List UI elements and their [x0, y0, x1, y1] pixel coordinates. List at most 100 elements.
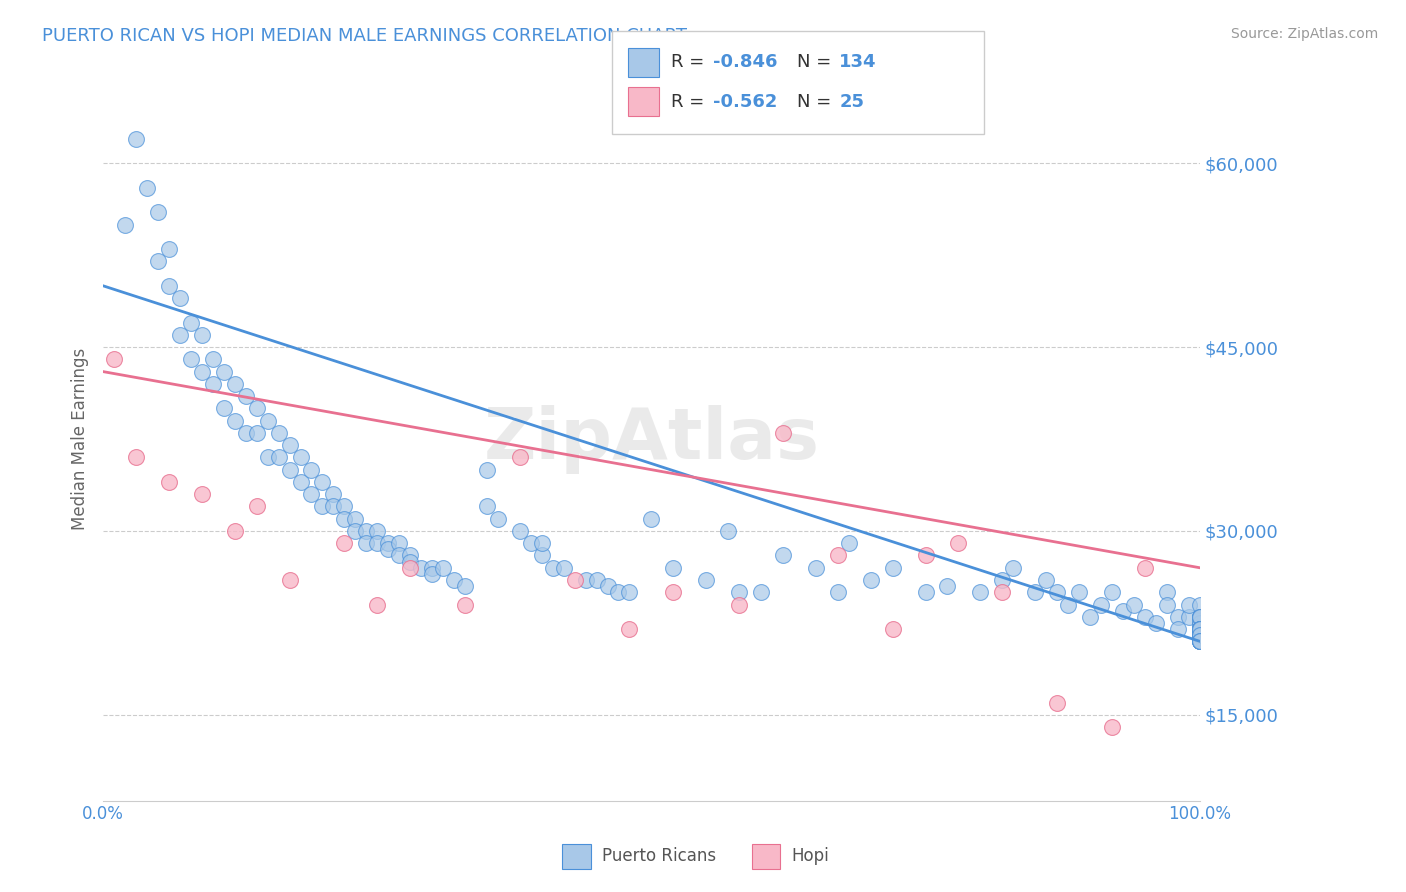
Point [290, 450, 312, 465]
Point [1078, 609, 1101, 624]
Point [1188, 622, 1211, 636]
Point [114, 218, 136, 232]
Point [1188, 609, 1211, 624]
Point [509, 450, 531, 465]
Point [1090, 598, 1112, 612]
Point [520, 536, 543, 550]
Point [411, 560, 433, 574]
Point [290, 475, 312, 489]
Point [1002, 560, 1025, 574]
Point [278, 463, 301, 477]
Point [399, 560, 422, 574]
Point [530, 536, 553, 550]
Point [1024, 585, 1046, 599]
Point [1188, 609, 1211, 624]
Point [377, 542, 399, 557]
Point [344, 524, 367, 538]
Point [607, 585, 630, 599]
Point [212, 365, 235, 379]
Point [1188, 622, 1211, 636]
Point [1133, 609, 1156, 624]
Point [1112, 604, 1135, 618]
Point [1188, 609, 1211, 624]
Point [1156, 598, 1178, 612]
Point [267, 425, 290, 440]
Text: 25: 25 [839, 93, 865, 111]
Point [1188, 634, 1211, 648]
Point [541, 560, 564, 574]
Point [596, 579, 619, 593]
Text: Puerto Ricans: Puerto Ricans [602, 847, 716, 865]
Point [859, 573, 882, 587]
Point [619, 622, 641, 636]
Text: R =: R = [671, 93, 710, 111]
Point [695, 573, 717, 587]
Point [914, 549, 936, 563]
Point [157, 278, 180, 293]
Point [191, 327, 214, 342]
Point [157, 475, 180, 489]
Point [388, 536, 411, 550]
Point [366, 598, 388, 612]
Point [509, 524, 531, 538]
Point [1035, 573, 1057, 587]
Point [432, 560, 454, 574]
Text: -0.562: -0.562 [713, 93, 778, 111]
Point [1144, 615, 1167, 630]
Point [575, 573, 598, 587]
Point [475, 500, 498, 514]
Point [180, 352, 202, 367]
Point [191, 487, 214, 501]
Point [1188, 622, 1211, 636]
Point [125, 450, 148, 465]
Point [1188, 634, 1211, 648]
Point [475, 463, 498, 477]
Point [1188, 615, 1211, 630]
Point [1188, 622, 1211, 636]
Point [235, 389, 257, 403]
Point [201, 376, 224, 391]
Point [235, 425, 257, 440]
Point [1188, 628, 1211, 642]
Point [224, 376, 246, 391]
Point [191, 365, 214, 379]
Point [180, 316, 202, 330]
Point [224, 414, 246, 428]
Point [662, 560, 685, 574]
Point [969, 585, 991, 599]
Point [256, 414, 278, 428]
Point [564, 573, 586, 587]
Point [1101, 585, 1123, 599]
Point [1188, 622, 1211, 636]
Point [420, 560, 443, 574]
Point [399, 549, 422, 563]
Point [125, 132, 148, 146]
Point [454, 598, 477, 612]
Point [311, 475, 333, 489]
Point [486, 512, 509, 526]
Point [1188, 622, 1211, 636]
Point [301, 487, 323, 501]
Point [267, 450, 290, 465]
Point [333, 536, 356, 550]
Point [169, 291, 191, 305]
Point [377, 536, 399, 550]
Text: ZipAtlas: ZipAtlas [484, 405, 820, 474]
Point [1188, 634, 1211, 648]
Point [728, 585, 751, 599]
Point [1133, 560, 1156, 574]
Text: N =: N = [797, 93, 837, 111]
Point [256, 450, 278, 465]
Point [103, 352, 125, 367]
Text: -0.846: -0.846 [713, 54, 778, 71]
Point [1188, 622, 1211, 636]
Point [136, 180, 159, 194]
Point [1188, 609, 1211, 624]
Point [585, 573, 607, 587]
Point [749, 585, 772, 599]
Point [301, 463, 323, 477]
Point [1177, 609, 1199, 624]
Point [443, 573, 465, 587]
Point [1067, 585, 1090, 599]
Point [169, 327, 191, 342]
